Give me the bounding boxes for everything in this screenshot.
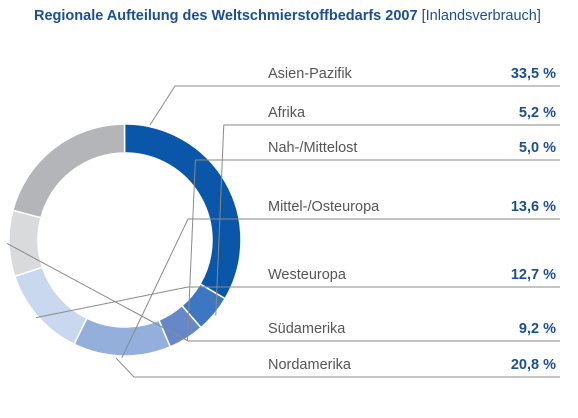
donut-slice-nordamerika [11,123,126,219]
data-label-nordamerika: 20,8 % [511,357,556,373]
leader-line-nordamerika [115,357,560,378]
legend-label-mittel-osteuropa: Mittel-/Osteuropa [268,199,380,215]
legend-label-westeuropa: Westeuropa [268,267,347,283]
leader-line-mittel-osteuropa [121,218,560,359]
donut-slice-asien-pazifik [123,123,242,300]
data-label-asien-pazifik: 33,5 % [511,66,556,82]
chart-title-main: Regionale Aufteilung des Weltschmierstof… [34,8,418,24]
data-label-afrika: 5,2 % [519,105,556,121]
data-label-suedamerika: 9,2 % [519,321,556,337]
chart-title: Regionale Aufteilung des Weltschmierstof… [34,8,541,24]
donut-slice-westeuropa [13,266,88,346]
donut-slice-suedamerika [8,209,44,278]
leader-line-suedamerika [6,243,560,342]
leader-line-nah-mittelost [186,159,560,341]
legend-label-afrika: Afrika [268,105,306,121]
legend-label-suedamerika: Südamerika [268,321,346,337]
legend-label-nordamerika: Nordamerika [268,357,352,373]
legend-label-nah-mittelost: Nah-/Mittelost [268,140,357,156]
data-label-nah-mittelost: 5,0 % [519,140,556,156]
leader-line-afrika [215,124,560,316]
leader-line-asien-pazifik [149,85,560,126]
data-label-mittel-osteuropa: 13,6 % [511,199,556,215]
data-label-westeuropa: 12,7 % [511,267,556,283]
chart-title-sub: [Inlandsverbrauch] [421,8,541,24]
leader-line-westeuropa [35,286,560,319]
legend-label-asien-pazifik: Asien-Pazifik [268,66,353,82]
